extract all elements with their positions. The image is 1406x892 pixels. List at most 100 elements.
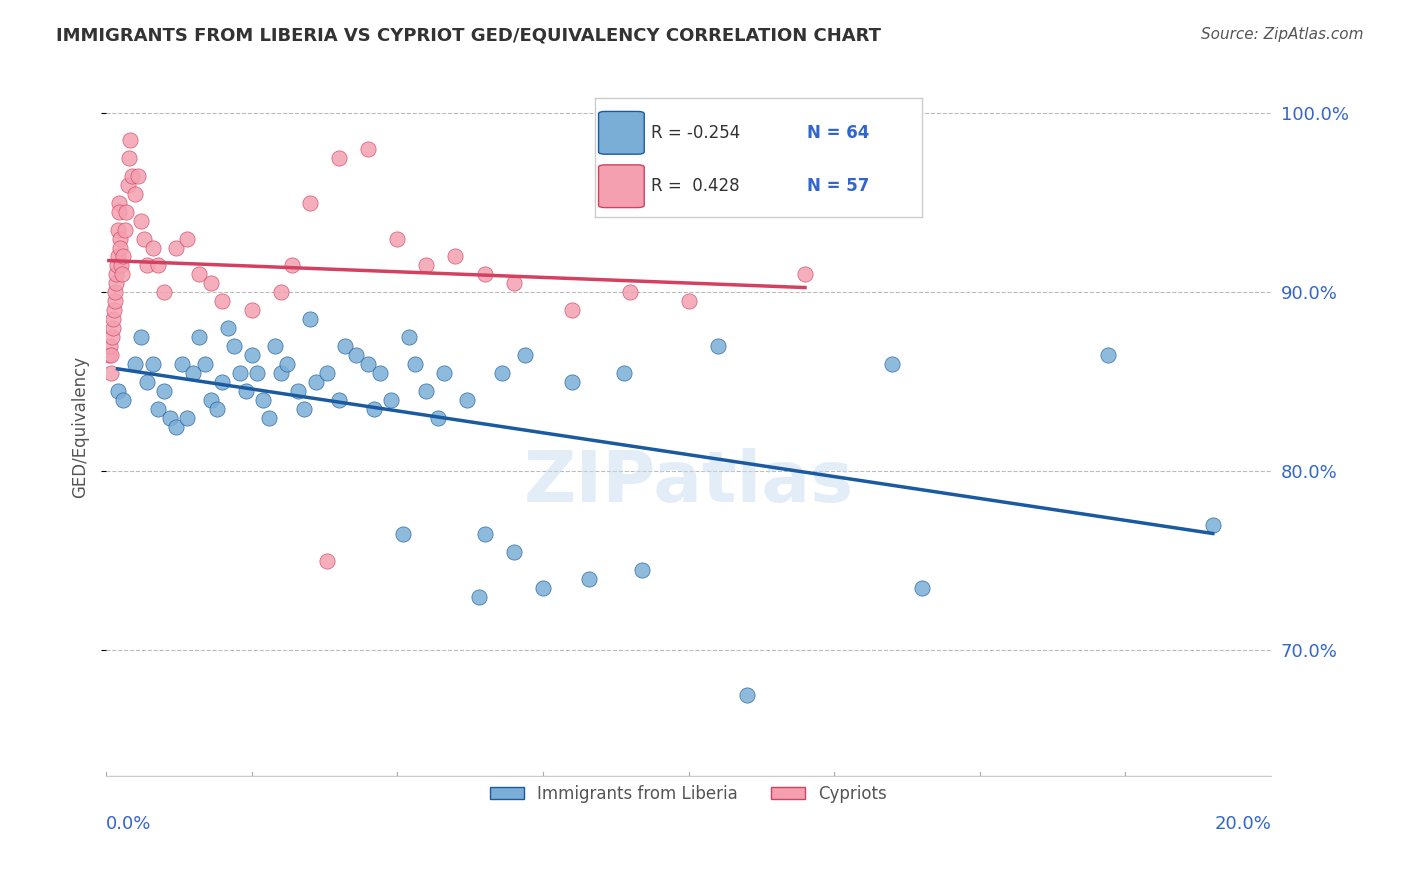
Point <box>159 410 181 425</box>
Point <box>474 527 496 541</box>
Point <box>165 240 187 254</box>
Point <box>98 339 121 353</box>
Point <box>468 590 491 604</box>
Point <box>415 259 437 273</box>
Point <box>115 204 138 219</box>
Point <box>148 259 170 273</box>
Point <box>433 366 456 380</box>
Point <box>298 312 321 326</box>
Point <box>427 410 450 425</box>
Point <box>316 554 339 568</box>
Point <box>392 527 415 541</box>
Point <box>121 169 143 183</box>
Point <box>363 401 385 416</box>
Point <box>794 268 817 282</box>
Point <box>270 366 292 380</box>
Point <box>107 222 129 236</box>
Point <box>1097 348 1119 362</box>
Point <box>165 419 187 434</box>
Point <box>357 142 380 156</box>
Point <box>444 250 467 264</box>
Point <box>678 294 700 309</box>
Point <box>398 330 420 344</box>
Point <box>276 357 298 371</box>
Point <box>132 231 155 245</box>
Point <box>882 357 904 371</box>
Point <box>104 294 127 309</box>
Point <box>114 222 136 236</box>
Point <box>118 151 141 165</box>
Point <box>380 392 402 407</box>
Point <box>404 357 426 371</box>
Point <box>129 330 152 344</box>
Point <box>474 268 496 282</box>
Point <box>101 321 124 335</box>
Point <box>502 277 524 291</box>
Point <box>111 268 134 282</box>
Point <box>181 366 204 380</box>
Point <box>105 259 128 273</box>
Point <box>357 357 380 371</box>
Point <box>298 195 321 210</box>
Point <box>252 392 274 407</box>
Text: IMMIGRANTS FROM LIBERIA VS CYPRIOT GED/EQUIVALENCY CORRELATION CHART: IMMIGRANTS FROM LIBERIA VS CYPRIOT GED/E… <box>56 27 882 45</box>
Point <box>619 285 641 300</box>
Point <box>107 384 129 398</box>
Point <box>613 366 636 380</box>
Point <box>135 259 157 273</box>
Point <box>292 401 315 416</box>
Point <box>515 348 537 362</box>
Text: 0.0%: 0.0% <box>105 815 152 833</box>
Point <box>240 348 263 362</box>
Point <box>124 186 146 201</box>
Point <box>235 384 257 398</box>
Point <box>561 375 583 389</box>
Point <box>148 401 170 416</box>
Point <box>316 366 339 380</box>
Point <box>229 366 252 380</box>
Point <box>304 375 326 389</box>
Text: ZIPatlas: ZIPatlas <box>523 448 853 516</box>
Point <box>735 688 758 702</box>
Point <box>387 231 409 245</box>
Point <box>1202 518 1225 533</box>
Point <box>561 303 583 318</box>
Point <box>107 250 129 264</box>
Point <box>200 392 222 407</box>
Legend: Immigrants from Liberia, Cypriots: Immigrants from Liberia, Cypriots <box>484 778 893 809</box>
Point <box>103 312 125 326</box>
Point <box>456 392 478 407</box>
Point <box>108 204 131 219</box>
Point <box>105 268 128 282</box>
Point <box>263 339 285 353</box>
Point <box>129 213 152 227</box>
Point <box>141 240 163 254</box>
Point <box>502 545 524 559</box>
Point <box>491 366 513 380</box>
Point <box>333 339 356 353</box>
Point <box>415 384 437 398</box>
Point <box>368 366 391 380</box>
Point <box>100 330 122 344</box>
Point <box>104 285 127 300</box>
Point <box>176 231 198 245</box>
Point <box>328 151 350 165</box>
Point <box>117 178 139 192</box>
Point <box>270 285 292 300</box>
Y-axis label: GED/Equivalency: GED/Equivalency <box>72 356 89 498</box>
Point <box>153 384 176 398</box>
Point <box>153 285 176 300</box>
Point <box>188 330 211 344</box>
Point <box>281 259 304 273</box>
Point <box>170 357 193 371</box>
Point <box>631 563 654 577</box>
Point <box>141 357 163 371</box>
Point <box>257 410 280 425</box>
Point <box>706 339 728 353</box>
Point <box>578 572 600 586</box>
Point <box>112 392 135 407</box>
Text: 20.0%: 20.0% <box>1215 815 1271 833</box>
Point <box>124 357 146 371</box>
Point <box>110 240 132 254</box>
Point <box>287 384 309 398</box>
